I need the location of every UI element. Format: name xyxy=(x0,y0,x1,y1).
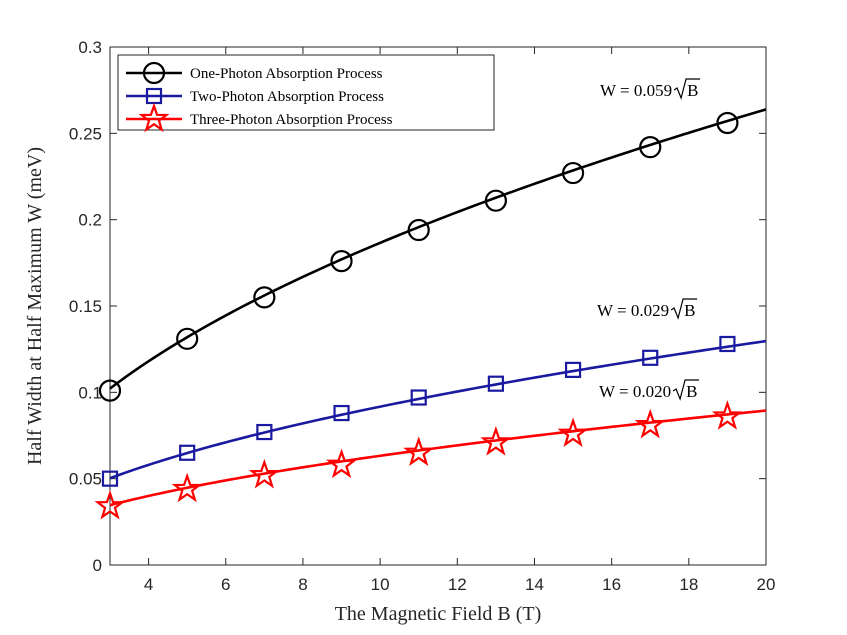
legend-entry-1: One-Photon Absorption Process xyxy=(126,61,383,85)
y-tick-label: 0.2 xyxy=(78,211,102,230)
data-point xyxy=(642,349,659,366)
legend-box xyxy=(117,54,495,131)
sqrt-symbol xyxy=(672,379,700,401)
data-point xyxy=(330,250,353,273)
y-tick-label: 0.25 xyxy=(69,124,102,143)
series-line xyxy=(109,108,767,390)
legend-marker xyxy=(142,61,166,85)
data-point xyxy=(557,417,589,448)
data-point xyxy=(176,327,199,350)
series-1 xyxy=(98,108,767,402)
series-3 xyxy=(94,400,767,520)
y-tick-label: 0.05 xyxy=(69,470,102,489)
equation-radicand: B xyxy=(686,382,697,401)
data-point xyxy=(403,436,435,466)
x-tick-label: 16 xyxy=(602,575,621,594)
equation-radicand: B xyxy=(687,81,698,100)
data-point xyxy=(561,161,585,185)
legend-label: Three-Photon Absorption Process xyxy=(190,112,393,128)
x-tick-label: 18 xyxy=(679,575,698,594)
data-point xyxy=(171,472,203,503)
axes: 4 6 8 10 12 14 16 18 20 0 0.05 0.1 0.15 0.2 0.25 0.3 xyxy=(69,38,776,594)
data-point xyxy=(480,426,512,456)
data-point xyxy=(719,335,736,353)
data-point xyxy=(407,218,430,242)
data-point xyxy=(179,444,196,461)
data-point xyxy=(256,423,273,441)
fit-equation-annotation: W = 0.029 B xyxy=(597,298,698,320)
x-tick-label: 12 xyxy=(448,575,467,594)
data-point xyxy=(564,361,582,378)
annotation-layer: W = 0.059 B W = 0.029 B W = 0.020 B xyxy=(597,78,701,401)
legend-label: Two-Photon Absorption Process xyxy=(190,89,384,105)
data-point xyxy=(487,375,504,392)
data-point xyxy=(325,448,358,479)
data-point xyxy=(333,404,350,422)
sqrt-symbol xyxy=(673,78,701,100)
x-tick-label: 4 xyxy=(144,575,153,594)
data-point xyxy=(248,458,280,489)
data-point xyxy=(101,470,119,487)
legend-entry-3: Three-Photon Absorption Process xyxy=(126,102,393,133)
equation-radicand: B xyxy=(684,301,695,320)
data-point xyxy=(253,286,276,309)
fit-equation-annotation: W = 0.059 B xyxy=(600,78,701,100)
x-tick-label: 6 xyxy=(221,575,230,594)
sqrt-symbol xyxy=(670,298,698,320)
series-2 xyxy=(101,335,767,487)
data-point xyxy=(634,408,666,439)
data-point xyxy=(94,489,126,520)
legend-entry-2: Two-Photon Absorption Process xyxy=(126,87,384,105)
x-tick-label: 20 xyxy=(757,575,776,594)
plot-area xyxy=(110,47,766,565)
data-point xyxy=(716,111,739,135)
y-axis-label: Half Width at Half Maximum W (meV) xyxy=(24,147,46,465)
data-point xyxy=(410,389,427,406)
data-point xyxy=(639,136,662,159)
data-point xyxy=(711,400,743,430)
equation-text: W = 0.059 xyxy=(600,81,672,100)
equation-text: W = 0.029 xyxy=(597,301,669,320)
series-layer xyxy=(94,108,767,520)
x-tick-label: 8 xyxy=(298,575,307,594)
x-axis-label: The Magnetic Field B (T) xyxy=(335,603,542,625)
y-tick-label: 0.1 xyxy=(78,383,102,402)
equation-text: W = 0.020 xyxy=(599,382,671,401)
legend-label: One-Photon Absorption Process xyxy=(190,66,383,82)
y-tick-label: 0.3 xyxy=(78,38,102,57)
x-tick-label: 14 xyxy=(525,575,544,594)
y-tick-label: 0 xyxy=(93,556,102,575)
data-point xyxy=(484,189,507,212)
x-tick-label: 10 xyxy=(371,575,390,594)
legend-marker xyxy=(138,102,170,133)
data-point xyxy=(98,379,122,402)
y-tick-label: 0.15 xyxy=(69,297,102,316)
legend: One-Photon Absorption Process Two-Photon … xyxy=(117,54,495,133)
fit-equation-annotation: W = 0.020 B xyxy=(599,379,700,401)
